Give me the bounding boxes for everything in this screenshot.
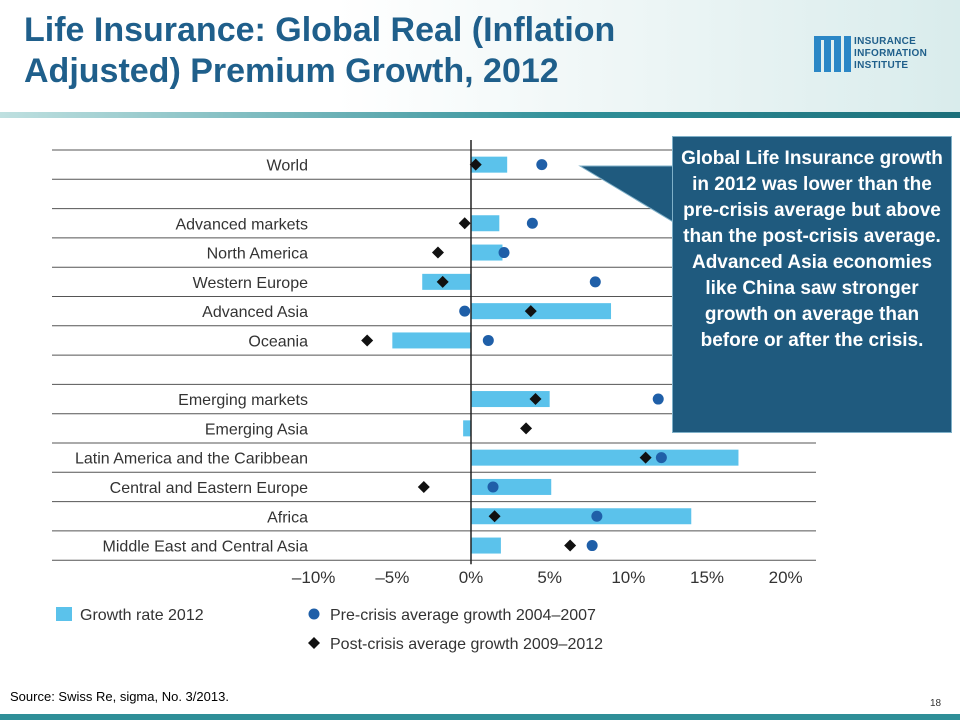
source-note: Source: Swiss Re, sigma, No. 3/2013. [10, 689, 229, 704]
post-crisis-point [488, 510, 501, 523]
category-label: Western Europe [193, 275, 308, 292]
post-crisis-point [361, 334, 374, 347]
slide-title-line-1: Life Insurance: Global Real (Inflation [24, 11, 616, 49]
x-tick-label: 20% [769, 568, 803, 587]
legend-pre-crisis: Pre-crisis average growth 2004–2007 [330, 607, 596, 624]
post-crisis-point [639, 451, 652, 464]
category-label: North America [207, 246, 308, 263]
category-label: Africa [267, 509, 308, 526]
category-label: Oceania [248, 333, 308, 350]
bar-world [471, 156, 508, 173]
post-crisis-point [458, 217, 471, 230]
legend-growth-rate: Growth rate 2012 [80, 607, 204, 624]
pre-crisis-point [536, 159, 548, 171]
footer-bar [0, 714, 960, 720]
slide-title: Life Insurance: Global Real (Inflation A… [24, 10, 784, 92]
x-tick-label: –10% [292, 568, 335, 587]
post-crisis-point [469, 158, 482, 171]
pre-crisis-point [482, 334, 494, 346]
category-label: World [267, 158, 309, 175]
bar-oceania [392, 332, 471, 349]
pre-crisis-point [498, 247, 510, 259]
bar-advanced-asia [471, 303, 612, 320]
bar-emerging-markets [471, 391, 550, 408]
post-crisis-point [529, 393, 542, 406]
bar-central-and-eastern-europe [471, 478, 552, 495]
x-tick-label: 5% [537, 568, 562, 587]
post-crisis-point [417, 480, 430, 493]
logo-text-line-2: INFORMATION [854, 48, 928, 59]
post-crisis-point [524, 305, 537, 318]
post-crisis-point [564, 539, 577, 552]
category-label: Advanced Asia [202, 304, 308, 321]
category-label: Middle East and Central Asia [103, 539, 309, 556]
logo-text-line-3: INSTITUTE [854, 60, 909, 71]
category-label: Emerging Asia [205, 421, 308, 438]
bar-north-america [471, 244, 503, 261]
x-tick-label: 0% [459, 568, 484, 587]
x-tick-label: –5% [375, 568, 409, 587]
pre-crisis-point [589, 276, 601, 288]
pre-crisis-point [652, 393, 664, 405]
x-tick-label: 15% [690, 568, 724, 587]
pre-crisis-point [459, 305, 471, 317]
bar-africa [471, 508, 692, 525]
pre-crisis-point [591, 510, 603, 522]
legend-post-crisis: Post-crisis average growth 2009–2012 [330, 636, 603, 653]
pre-crisis-point [487, 481, 499, 493]
slide-title-line-2: Adjusted) Premium Growth, 2012 [24, 52, 559, 90]
callout-box: Global Life Insurance growth in 2012 was… [672, 136, 952, 433]
post-crisis-point [520, 422, 533, 435]
logo-text: INSURANCE INFORMATION INSTITUTE [854, 36, 927, 72]
bar-latin-america-and-the-caribbean [471, 449, 739, 466]
title-divider [0, 112, 960, 118]
pre-crisis-point [526, 217, 538, 229]
category-label: Central and Eastern Europe [110, 480, 308, 497]
category-label: Advanced markets [175, 216, 308, 233]
bar-middle-east-and-central-asia [471, 537, 501, 554]
post-crisis-point [436, 275, 449, 288]
x-tick-label: 10% [611, 568, 645, 587]
legend-bar-swatch [56, 607, 72, 621]
legend-circle-marker [308, 608, 320, 620]
iii-logo: INSURANCE INFORMATION INSTITUTE [812, 34, 952, 74]
category-label: Emerging markets [178, 392, 308, 409]
page-number: 18 [930, 698, 942, 709]
title-banner [0, 0, 960, 118]
bar-emerging-asia [463, 420, 471, 437]
legend-diamond-marker [308, 637, 320, 649]
pre-crisis-point [586, 540, 598, 552]
logo-text-line-1: INSURANCE [854, 36, 917, 47]
bar-advanced-markets [471, 215, 500, 232]
post-crisis-point [431, 246, 444, 259]
category-label: Latin America and the Caribbean [75, 451, 308, 468]
pre-crisis-point [655, 452, 667, 464]
